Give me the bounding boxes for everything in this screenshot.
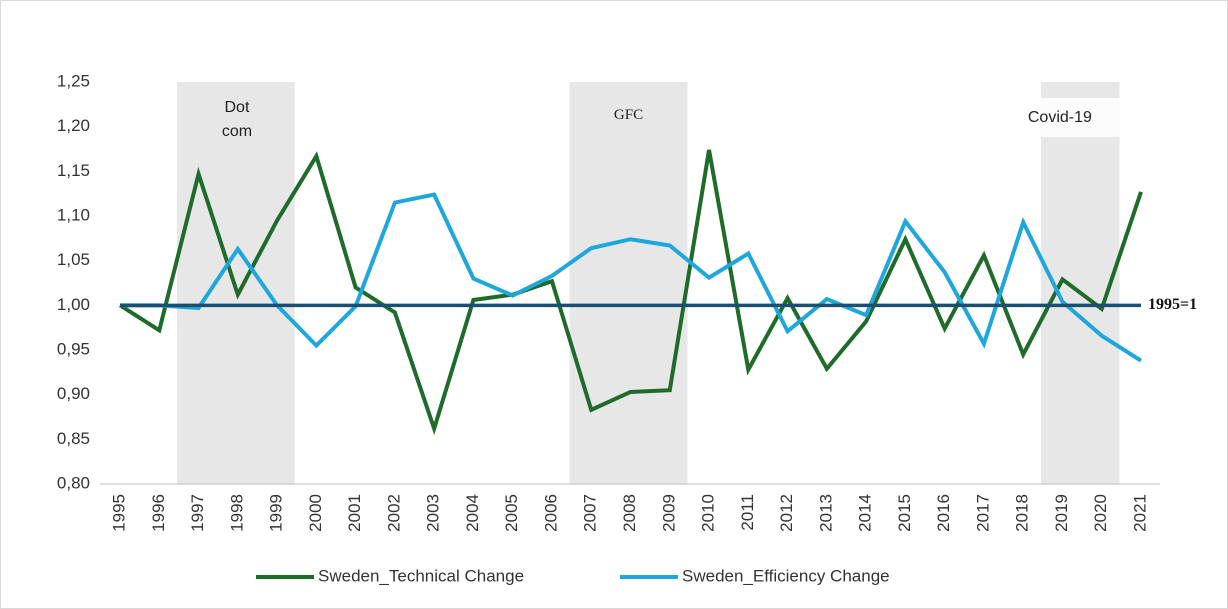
legend-label: Sweden_Technical Change xyxy=(318,566,524,585)
y-tick-label: 0,80 xyxy=(57,473,90,492)
y-tick-label: 1,10 xyxy=(57,205,90,224)
legend-label: Sweden_Efficiency Change xyxy=(682,566,890,585)
y-tick-label: 1,25 xyxy=(57,71,90,90)
x-tick-label: 2018 xyxy=(1013,494,1032,532)
x-tick-label: 1995 xyxy=(109,494,128,532)
x-tick-label: 2019 xyxy=(1052,494,1071,532)
series-line xyxy=(120,192,1143,363)
x-tick-label: 2021 xyxy=(1130,494,1149,532)
y-tick-label: 0,85 xyxy=(57,429,90,448)
y-tick-label: 1,00 xyxy=(57,295,90,314)
x-tick-label: 1998 xyxy=(227,494,246,532)
y-tick-label: 1,15 xyxy=(57,161,90,180)
x-tick-label: 2008 xyxy=(620,494,639,532)
x-tick-label: 2000 xyxy=(306,494,325,532)
shaded-period xyxy=(569,82,688,484)
y-tick-label: 0,95 xyxy=(57,339,90,358)
x-tick-label: 2010 xyxy=(699,494,718,532)
shaded-period-label: Covid-19 xyxy=(1019,98,1162,137)
reference-line-label: 1995=1 xyxy=(1148,296,1197,313)
x-tick-label: 2002 xyxy=(384,494,403,532)
x-tick-label: 1996 xyxy=(149,494,168,532)
x-tick-label: 2011 xyxy=(738,494,757,531)
x-tick-label: 2015 xyxy=(895,494,914,532)
x-tick-label: 2003 xyxy=(424,494,443,532)
x-tick-label: 1999 xyxy=(267,494,286,532)
x-tick-label: 2013 xyxy=(816,494,835,532)
x-tick-label: 2016 xyxy=(934,494,953,532)
x-tick-label: 2009 xyxy=(659,494,678,532)
x-tick-label: 1997 xyxy=(188,494,207,532)
series-line xyxy=(118,149,1143,436)
shaded-periods xyxy=(176,82,1120,484)
y-tick-label: 1,20 xyxy=(57,116,90,135)
y-tick-label: 1,05 xyxy=(57,250,90,269)
y-tick-label: 0,90 xyxy=(57,384,90,403)
x-tick-label: 2006 xyxy=(541,494,560,532)
x-tick-label: 2004 xyxy=(463,494,482,532)
shaded-period-label: Dot com xyxy=(221,99,253,140)
x-tick-label: 2007 xyxy=(581,494,600,532)
x-tick-label: 2012 xyxy=(777,494,796,532)
x-tick-label: 2020 xyxy=(1091,494,1110,532)
x-tick-label: 2014 xyxy=(856,494,875,532)
x-tick-label: 2017 xyxy=(973,494,992,532)
shaded-period-label: GFC xyxy=(613,107,644,123)
x-tick-label: 2005 xyxy=(502,494,521,532)
x-tick-label: 2001 xyxy=(345,494,364,532)
